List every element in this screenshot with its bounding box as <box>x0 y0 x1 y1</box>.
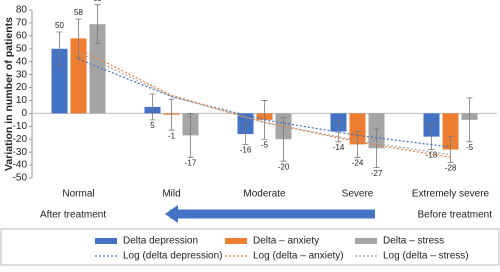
legend-label: Log (delta – anxiety) <box>253 251 344 262</box>
legend-swatch <box>95 238 117 244</box>
data-label: -27 <box>371 169 383 178</box>
x-tick-label: Mild <box>162 189 180 200</box>
y-tick-label: 50 <box>16 43 28 54</box>
data-label: -14 <box>333 143 345 152</box>
data-label: 50 <box>55 21 64 30</box>
y-tick-label: -30 <box>13 147 28 158</box>
data-label: -5 <box>466 143 474 152</box>
trendline <box>78 58 451 148</box>
legend-swatch <box>225 238 247 244</box>
data-label: 58 <box>74 8 83 17</box>
bar <box>89 24 106 114</box>
legend-label: Delta – stress <box>383 236 444 247</box>
data-label: -17 <box>185 158 197 167</box>
legend-label: Delta depression <box>123 236 198 247</box>
y-tick-label: -20 <box>13 134 28 145</box>
y-tick-label: 0 <box>21 108 27 119</box>
x-tick-label: Moderate <box>243 189 286 200</box>
legend-swatch <box>355 238 377 244</box>
y-tick-label: 20 <box>16 82 28 93</box>
data-label: -1 <box>168 131 176 140</box>
y-tick-label: 80 <box>16 5 28 16</box>
y-tick-label: 70 <box>16 18 28 29</box>
x-tick-label: Extremely severe <box>412 189 490 200</box>
bar <box>349 113 366 145</box>
y-axis-label: Variation in number of patients <box>3 17 15 171</box>
x-tick-label: Severe <box>342 189 374 200</box>
data-label: -5 <box>261 140 269 149</box>
error-bar <box>187 112 194 158</box>
y-tick-label: 30 <box>16 69 28 80</box>
trendline <box>78 48 451 158</box>
y-tick-label: 10 <box>16 95 28 106</box>
bar <box>442 113 459 150</box>
error-bar <box>280 116 287 162</box>
legend-box <box>0 228 500 266</box>
y-tick-label: -50 <box>13 173 28 184</box>
y-tick-label: 40 <box>16 56 28 67</box>
error-bar <box>466 97 473 143</box>
y-tick-label: -40 <box>13 160 28 171</box>
error-bar <box>373 128 380 169</box>
data-label: -20 <box>278 162 290 171</box>
legend-label: Log (delta – stress) <box>383 251 469 262</box>
y-tick-label: 60 <box>16 30 28 41</box>
trendline <box>78 52 451 156</box>
error-bar <box>428 123 435 150</box>
data-label: -24 <box>352 158 364 167</box>
bar <box>70 38 87 114</box>
error-bar <box>354 131 361 158</box>
annotation: Before treatment <box>418 210 493 221</box>
legend-label: Log (delta depression) <box>123 251 223 262</box>
error-bar <box>94 4 101 44</box>
data-label: 69 <box>93 0 102 3</box>
data-label: -18 <box>426 151 438 160</box>
error-bar <box>447 136 454 163</box>
data-label: -28 <box>445 164 457 173</box>
error-bar <box>56 31 63 66</box>
error-bar <box>168 98 175 131</box>
error-bar <box>149 93 156 121</box>
y-tick-label: -10 <box>13 121 28 132</box>
data-label: 5 <box>150 121 155 130</box>
error-bar <box>242 123 249 145</box>
data-label: -16 <box>240 146 252 155</box>
error-bar <box>75 18 82 59</box>
bar <box>51 48 68 114</box>
legend-label: Delta – anxiety <box>253 236 319 247</box>
x-tick-label: Normal <box>62 189 94 200</box>
annotation: After treatment <box>40 210 106 221</box>
arrow-head <box>165 205 178 223</box>
